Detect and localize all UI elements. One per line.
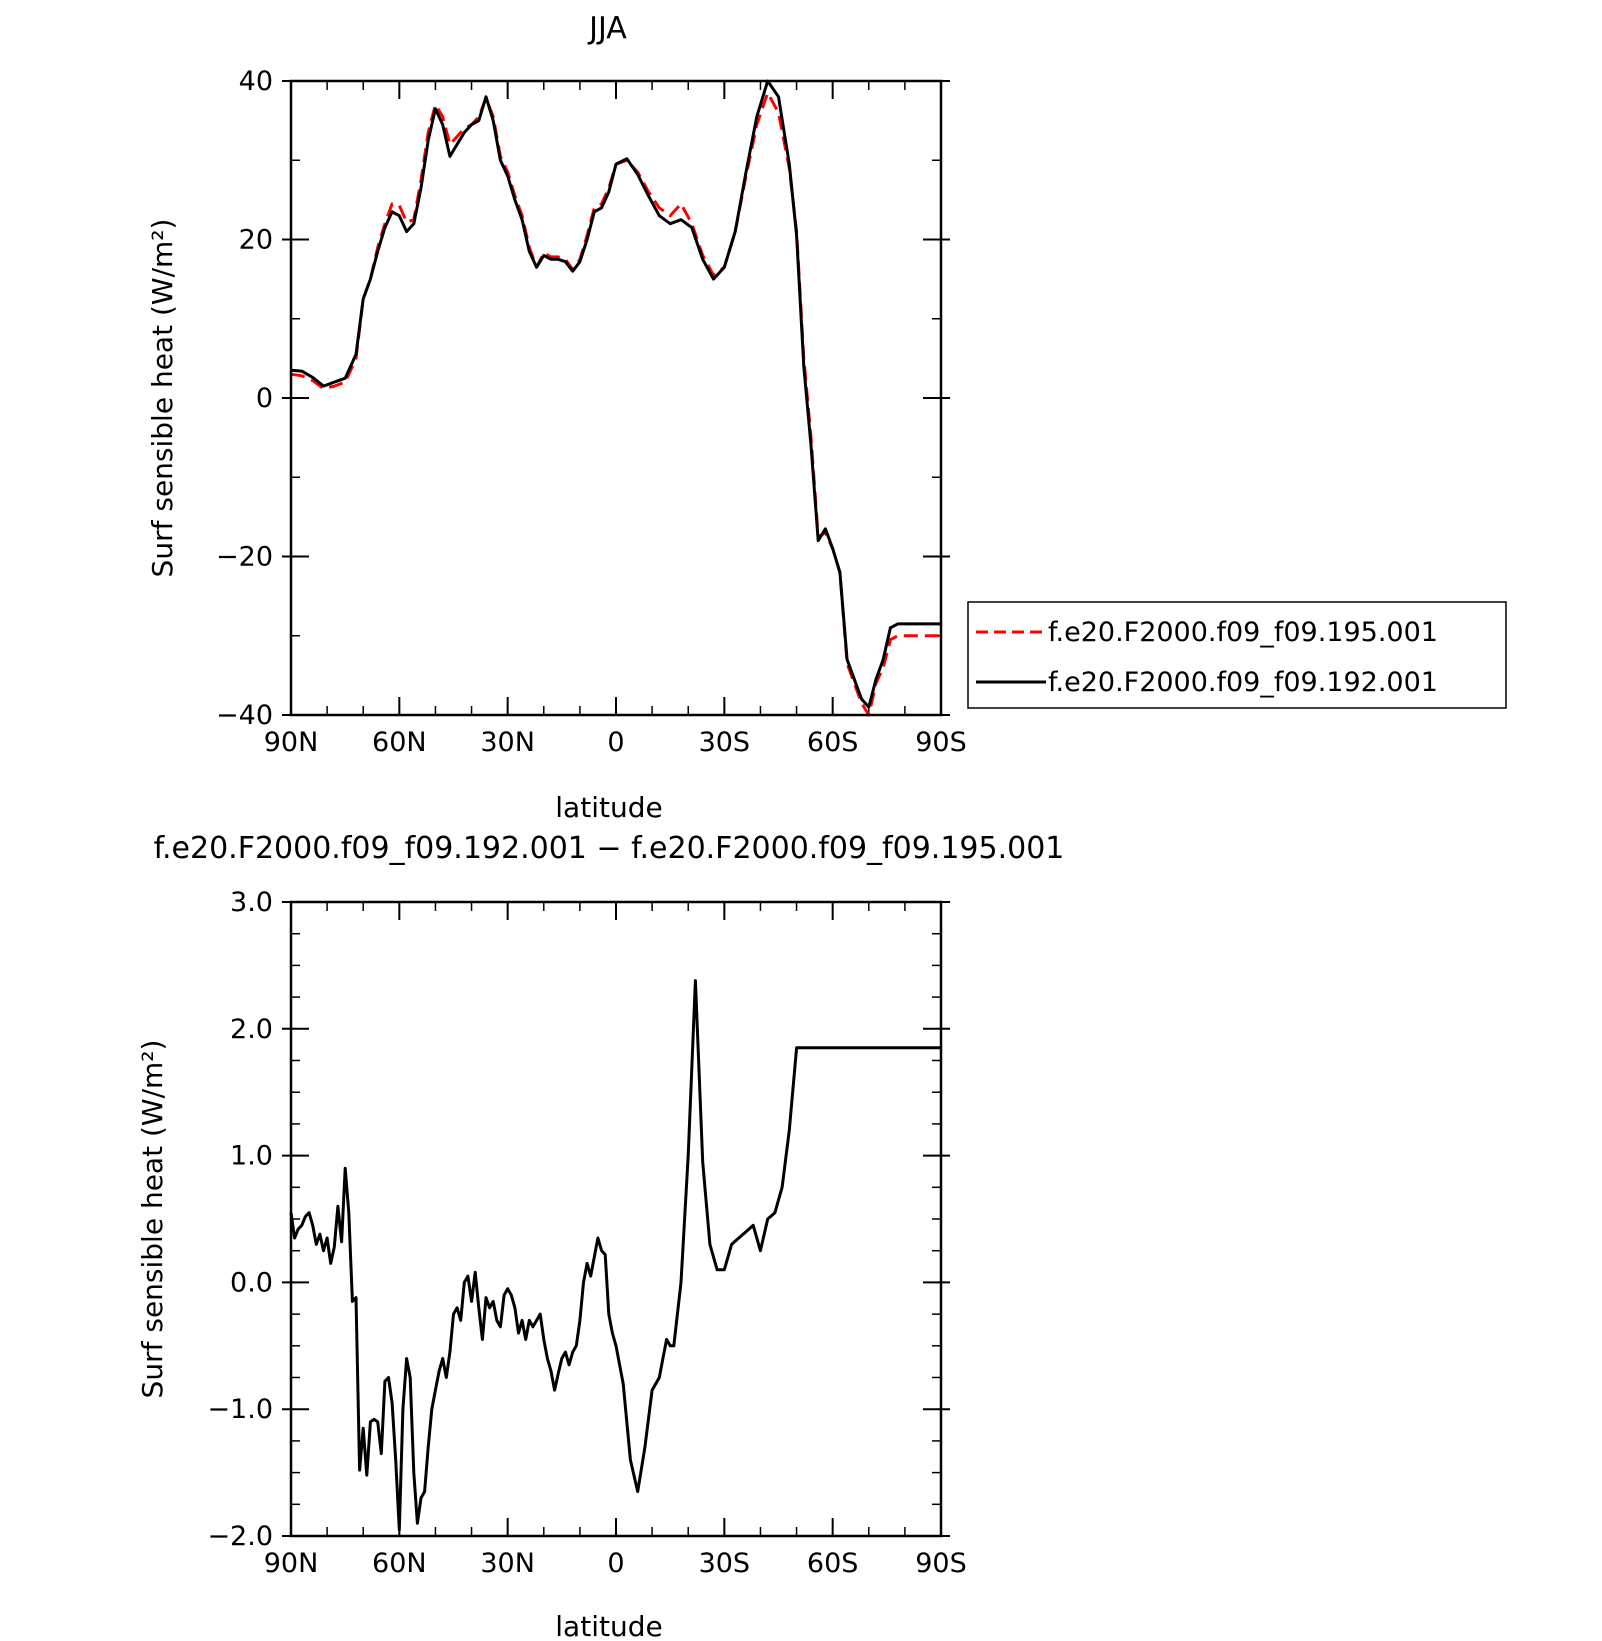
legend-entry-192: f.e20.F2000.f09_f09.192.001 xyxy=(1048,667,1438,698)
top-x-tick-label: 30S xyxy=(699,727,751,758)
top-x-tick-label: 60N xyxy=(372,727,427,758)
top-y-tick-label: 20 xyxy=(239,225,273,256)
bottom-difference-line xyxy=(289,979,941,1532)
bottom-y-axis-label: Surf sensible heat (W/m²) xyxy=(136,1040,169,1399)
top-x-axis-label: latitude xyxy=(555,791,662,824)
bot-y-tick-label: −2.0 xyxy=(207,1521,273,1552)
bottom-x-tick-labels: 90N 60N 30N 0 30S 60S 90S xyxy=(264,1548,967,1579)
bot-x-tick-label: 90N xyxy=(264,1548,319,1579)
top-x-tick-label: 0 xyxy=(607,727,624,758)
bot-y-tick-label: 1.0 xyxy=(230,1141,273,1172)
bot-x-tick-label: 60S xyxy=(807,1548,859,1579)
bot-x-tick-label: 0 xyxy=(607,1548,624,1579)
top-series-line-solid-black xyxy=(290,79,941,709)
bot-y-tick-label: 0.0 xyxy=(230,1267,273,1298)
top-y-tick-label: −20 xyxy=(216,542,273,573)
top-y-tick-label: −40 xyxy=(216,700,273,731)
top-y-axis-label: Surf sensible heat (W/m²) xyxy=(146,219,179,578)
top-x-tick-label: 30N xyxy=(480,727,535,758)
bottom-panel: f.e20.F2000.f09_f09.192.001 − f.e20.F200… xyxy=(136,831,1064,1641)
bottom-y-tick-labels: −2.0 −1.0 0.0 1.0 2.0 3.0 xyxy=(207,887,273,1552)
bot-x-tick-label: 60N xyxy=(372,1548,427,1579)
top-x-tick-label: 60S xyxy=(807,727,859,758)
bot-x-tick-label: 90S xyxy=(915,1548,967,1579)
bottom-series-group xyxy=(289,979,941,1532)
top-panel: JJA 90N 60N 30N 0 30S 60S 90S −40 −20 0 20 40 lati… xyxy=(146,11,1507,824)
bot-x-tick-label: 30N xyxy=(480,1548,535,1579)
bot-y-tick-label: −1.0 xyxy=(207,1394,273,1425)
top-x-tick-label: 90N xyxy=(264,727,319,758)
top-y-tick-label: 0 xyxy=(256,383,273,414)
top-x-tick-labels: 90N 60N 30N 0 30S 60S 90S xyxy=(264,727,967,758)
top-chart-title: JJA xyxy=(587,11,627,46)
top-series-group xyxy=(290,79,941,717)
bot-x-tick-label: 30S xyxy=(699,1548,751,1579)
top-x-tick-label: 90S xyxy=(915,727,967,758)
bottom-chart-title: f.e20.F2000.f09_f09.192.001 − f.e20.F200… xyxy=(154,831,1065,866)
top-plot-frame xyxy=(289,79,943,717)
top-legend: f.e20.F2000.f09_f09.195.001 f.e20.F2000.… xyxy=(967,601,1507,709)
bottom-x-axis-label: latitude xyxy=(555,1610,662,1641)
legend-box xyxy=(967,601,1507,709)
top-y-tick-label: 40 xyxy=(239,66,273,97)
bot-y-tick-label: 2.0 xyxy=(230,1014,273,1045)
bottom-plot-frame xyxy=(289,900,943,1538)
bot-y-tick-label: 3.0 xyxy=(230,887,273,918)
top-y-tick-labels: −40 −20 0 20 40 xyxy=(216,66,273,731)
legend-entry-195: f.e20.F2000.f09_f09.195.001 xyxy=(1048,617,1438,648)
